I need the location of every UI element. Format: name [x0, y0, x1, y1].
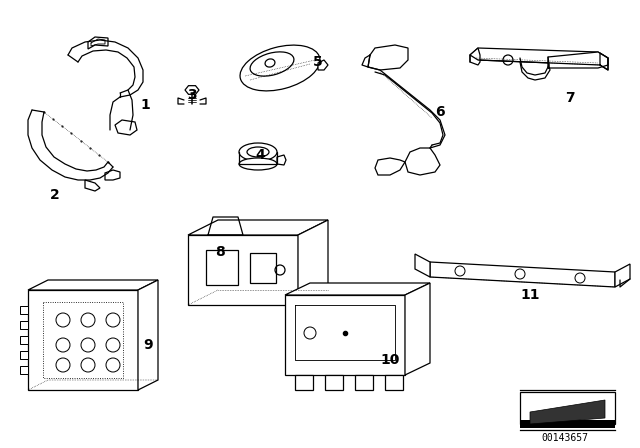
Polygon shape — [88, 37, 108, 49]
Polygon shape — [105, 170, 120, 180]
Ellipse shape — [239, 158, 277, 170]
Text: 1: 1 — [140, 98, 150, 112]
Polygon shape — [615, 264, 630, 287]
Polygon shape — [415, 254, 430, 277]
Polygon shape — [20, 336, 28, 344]
Bar — [520, 420, 615, 428]
Polygon shape — [115, 120, 137, 135]
Polygon shape — [138, 280, 158, 390]
Polygon shape — [548, 52, 608, 68]
Polygon shape — [405, 148, 440, 175]
Text: 5: 5 — [313, 55, 323, 69]
Polygon shape — [318, 60, 328, 70]
Polygon shape — [20, 366, 28, 374]
Text: 11: 11 — [520, 288, 540, 302]
Polygon shape — [20, 306, 28, 314]
Polygon shape — [20, 351, 28, 359]
Polygon shape — [298, 220, 328, 305]
Polygon shape — [430, 262, 615, 287]
Ellipse shape — [239, 143, 277, 161]
Text: 2: 2 — [50, 188, 60, 202]
Polygon shape — [285, 295, 405, 375]
Polygon shape — [385, 375, 403, 390]
Ellipse shape — [250, 52, 294, 76]
Text: 00143657: 00143657 — [541, 433, 589, 443]
Text: 4: 4 — [255, 148, 265, 162]
Polygon shape — [470, 48, 480, 65]
Polygon shape — [295, 375, 313, 390]
Ellipse shape — [265, 59, 275, 67]
Polygon shape — [206, 250, 238, 285]
Bar — [520, 392, 615, 424]
Polygon shape — [188, 235, 298, 305]
Polygon shape — [28, 290, 138, 390]
Text: 10: 10 — [380, 353, 400, 367]
Polygon shape — [368, 45, 408, 70]
Text: 3: 3 — [187, 88, 197, 102]
Polygon shape — [355, 375, 373, 390]
Polygon shape — [375, 158, 405, 175]
Text: 9: 9 — [143, 338, 153, 352]
Polygon shape — [188, 220, 328, 235]
Polygon shape — [530, 400, 605, 424]
Polygon shape — [277, 155, 286, 165]
Polygon shape — [470, 48, 608, 65]
Ellipse shape — [247, 147, 269, 157]
Polygon shape — [28, 280, 158, 290]
Text: 7: 7 — [565, 91, 575, 105]
Polygon shape — [405, 283, 430, 375]
Text: 6: 6 — [435, 105, 445, 119]
Polygon shape — [250, 253, 276, 283]
Polygon shape — [185, 86, 199, 95]
Polygon shape — [85, 180, 100, 191]
Polygon shape — [285, 283, 430, 295]
Text: 8: 8 — [215, 245, 225, 259]
Polygon shape — [325, 375, 343, 390]
Polygon shape — [20, 321, 28, 329]
Ellipse shape — [240, 45, 320, 91]
